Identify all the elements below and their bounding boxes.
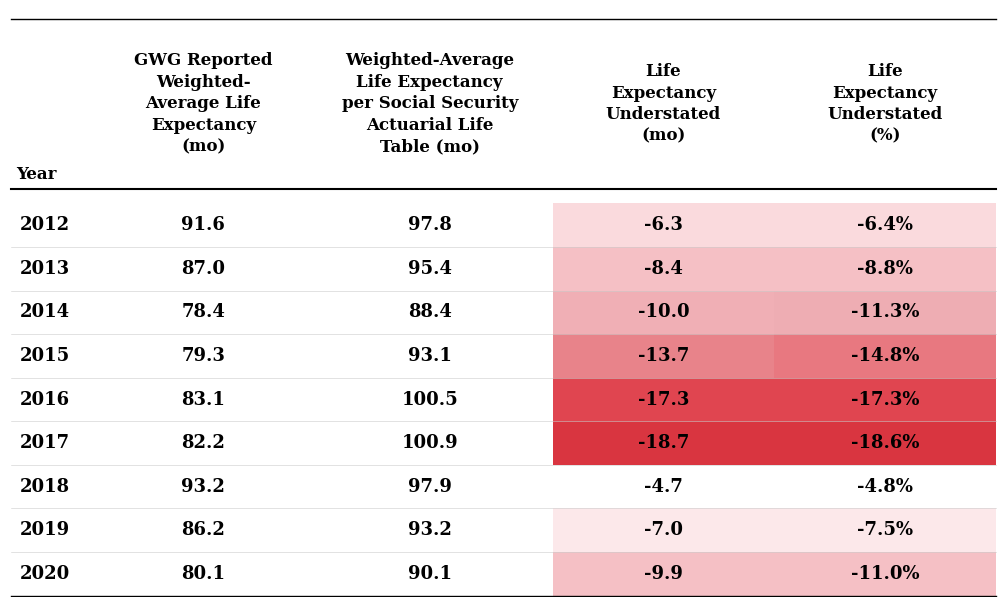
Text: -7.5%: -7.5%: [857, 521, 913, 539]
Bar: [774, 552, 996, 596]
Text: 79.3: 79.3: [181, 347, 226, 365]
Bar: [774, 378, 996, 421]
Text: -17.3: -17.3: [637, 390, 689, 408]
Text: -17.3%: -17.3%: [851, 390, 919, 408]
Text: 2012: 2012: [19, 216, 69, 234]
Text: -6.4%: -6.4%: [857, 216, 913, 234]
Text: -8.8%: -8.8%: [857, 260, 913, 278]
Text: -18.7: -18.7: [637, 434, 689, 452]
Text: -14.8%: -14.8%: [851, 347, 919, 365]
Text: 2018: 2018: [19, 478, 69, 496]
Text: -11.0%: -11.0%: [851, 565, 919, 583]
Text: 91.6: 91.6: [181, 216, 226, 234]
Bar: [553, 421, 774, 465]
Text: 88.4: 88.4: [408, 303, 451, 321]
Text: 97.9: 97.9: [408, 478, 451, 496]
Text: -4.7: -4.7: [644, 478, 683, 496]
Text: -13.7: -13.7: [637, 347, 689, 365]
Text: 82.2: 82.2: [181, 434, 226, 452]
Text: 2013: 2013: [19, 260, 69, 278]
Text: -7.0: -7.0: [643, 521, 683, 539]
Text: -8.4: -8.4: [644, 260, 683, 278]
Text: Life
Expectancy
Understated
(%): Life Expectancy Understated (%): [827, 63, 943, 144]
Text: -11.3%: -11.3%: [851, 303, 919, 321]
Text: 2014: 2014: [19, 303, 69, 321]
Bar: [774, 247, 996, 291]
Bar: [553, 509, 774, 552]
Text: -10.0: -10.0: [637, 303, 689, 321]
Bar: [774, 421, 996, 465]
Text: 2020: 2020: [19, 565, 69, 583]
Text: 2019: 2019: [19, 521, 69, 539]
Bar: [774, 334, 996, 378]
Text: 80.1: 80.1: [181, 565, 226, 583]
Text: 95.4: 95.4: [408, 260, 452, 278]
Bar: [553, 552, 774, 596]
Text: Life
Expectancy
Understated
(mo): Life Expectancy Understated (mo): [606, 63, 721, 144]
Bar: [774, 204, 996, 247]
Text: 93.2: 93.2: [181, 478, 226, 496]
Bar: [553, 291, 774, 334]
Text: 93.1: 93.1: [408, 347, 451, 365]
Text: 2015: 2015: [19, 347, 69, 365]
Text: -4.8%: -4.8%: [857, 478, 913, 496]
Bar: [553, 247, 774, 291]
Text: 83.1: 83.1: [181, 390, 226, 408]
Bar: [553, 204, 774, 247]
Text: 78.4: 78.4: [181, 303, 226, 321]
Text: 86.2: 86.2: [181, 521, 226, 539]
Text: 100.5: 100.5: [402, 390, 458, 408]
Bar: [553, 334, 774, 378]
Bar: [774, 509, 996, 552]
Text: 2017: 2017: [19, 434, 69, 452]
Text: Year: Year: [16, 165, 57, 183]
Bar: [774, 291, 996, 334]
Text: -6.3: -6.3: [644, 216, 683, 234]
Text: 100.9: 100.9: [402, 434, 458, 452]
Text: 97.8: 97.8: [408, 216, 451, 234]
Bar: [553, 378, 774, 421]
Text: -9.9: -9.9: [644, 565, 683, 583]
Text: 90.1: 90.1: [408, 565, 452, 583]
Text: Weighted-Average
Life Expectancy
per Social Security
Actuarial Life
Table (mo): Weighted-Average Life Expectancy per Soc…: [341, 53, 518, 155]
Text: -18.6%: -18.6%: [851, 434, 919, 452]
Text: 87.0: 87.0: [181, 260, 226, 278]
Text: GWG Reported
Weighted-
Average Life
Expectancy
(mo): GWG Reported Weighted- Average Life Expe…: [134, 53, 273, 155]
Text: 2016: 2016: [19, 390, 69, 408]
Text: 93.2: 93.2: [408, 521, 451, 539]
